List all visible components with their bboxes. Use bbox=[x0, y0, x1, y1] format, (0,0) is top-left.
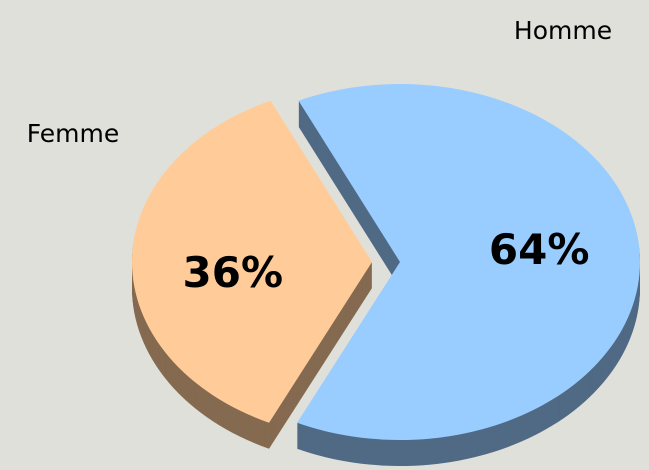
value-label: 36% bbox=[183, 248, 284, 297]
slice bbox=[132, 100, 373, 423]
slice bbox=[297, 84, 640, 441]
category-label: Femme bbox=[27, 119, 119, 148]
value-label: 64% bbox=[489, 225, 590, 274]
category-label: Homme bbox=[514, 16, 612, 45]
